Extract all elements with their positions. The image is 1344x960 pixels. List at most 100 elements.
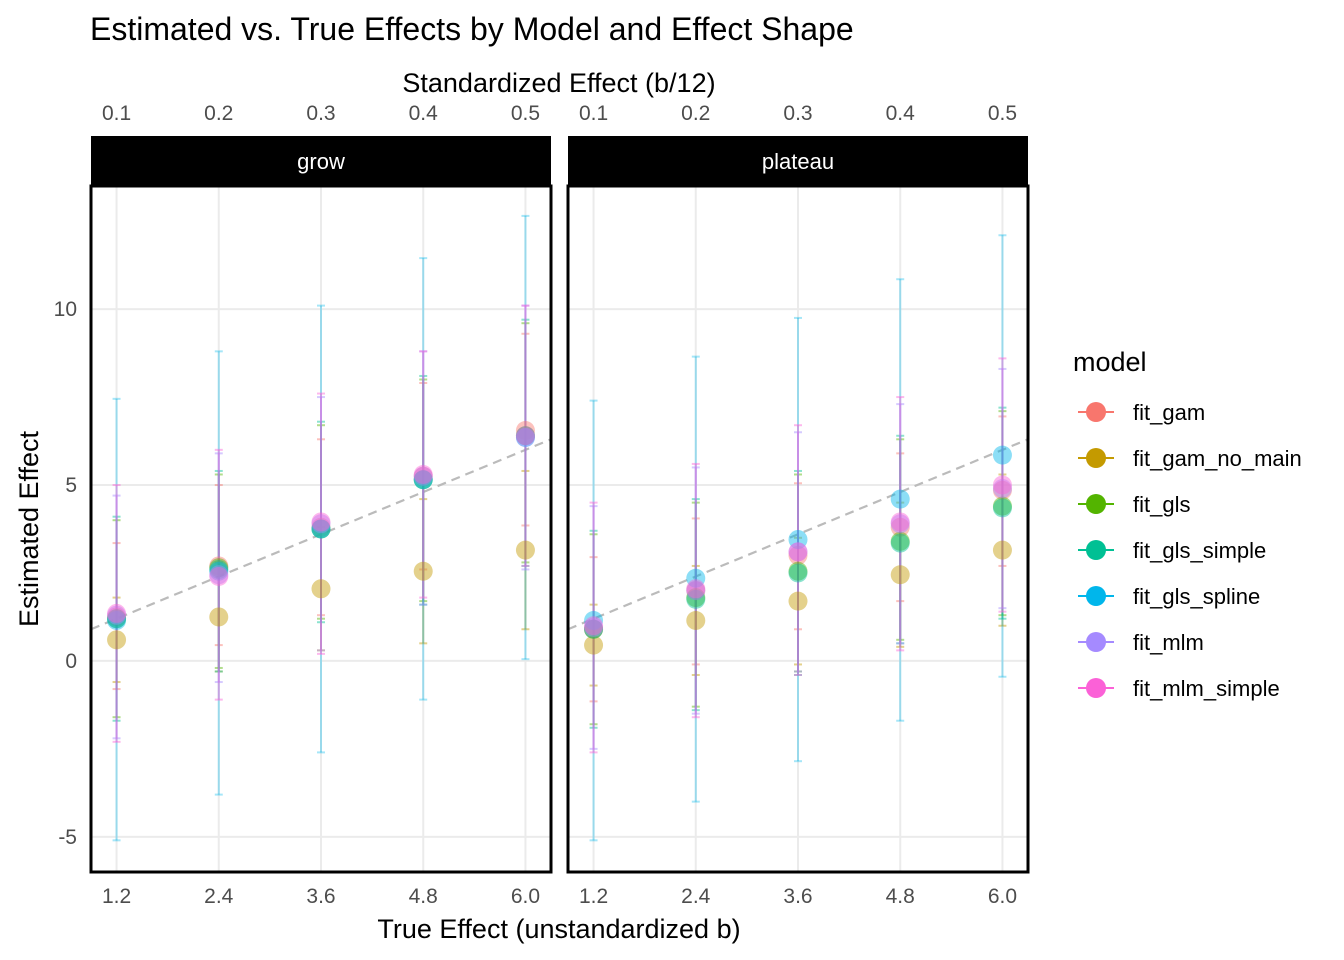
point-fit_gls_simple [788,563,808,583]
point-fit_mlm [515,428,535,448]
point-fit_gls_simple [584,619,604,639]
point-fit_gls_simple [413,470,433,490]
panel-grow: grow 1.2 2.4 3.6 4.8 6.0 0.1 0.2 0.3 0.4 0.5 [89,102,553,908]
legend-label: fit_gls_simple [1133,538,1266,563]
point-fit_gam_no_main [788,591,808,611]
identity-reference-line [568,438,1028,631]
point-fit_mlm [107,605,127,625]
point-fit_gls [890,531,910,551]
points [107,420,535,650]
point-fit_gls_simple [107,609,127,629]
point-fit_mlm [584,618,604,638]
x-tick-label: 2.4 [204,885,234,908]
x2-tick-label: 0.5 [988,102,1017,125]
point-fit_mlm_simple [515,426,535,446]
point-fit_gls_spline [413,470,433,490]
point-fit_gls_simple [890,533,910,553]
point-fit_gam [515,420,535,440]
grid-lines [91,186,551,872]
top-axis-title: Standardized Effect (b/12) [402,68,715,98]
x-tick-label: 3.6 [783,885,812,908]
point-fit_gam_no_main [686,610,706,630]
point-fit_gam [686,581,706,601]
point-fit_mlm [788,542,808,562]
point-fit_gls_simple [515,426,535,446]
point-fit_gam [107,607,127,627]
point-fit_mlm [311,514,331,534]
point-fit_gam_no_main [515,540,535,560]
y-axis-title: Estimated Effect [14,430,44,627]
point-fit_gam_no_main [311,579,331,599]
point-fit_gls_spline [584,610,604,630]
point-fit_gls_spline [788,530,808,550]
point-fit_gam [788,545,808,565]
x-tick-label: 3.6 [306,885,335,908]
point-fit_gls_spline [107,610,127,630]
point-fit_gam [209,556,229,576]
point-fit_mlm [992,479,1012,499]
error-bars [112,214,530,842]
legend-key-point [1086,678,1106,698]
legend-key-point [1086,402,1106,422]
point-fit_mlm_simple [788,542,808,562]
x2-tick-label: 0.2 [204,102,233,125]
legend-item-fit_gam_no_main: fit_gam_no_main [1078,446,1302,471]
points [584,445,1012,655]
point-fit_gls_spline [515,428,535,448]
point-fit_gls [788,561,808,581]
y-tick-label: -5 [58,826,77,849]
point-fit_gls [107,609,127,629]
x2-tick-label: 0.4 [886,102,916,125]
point-fit_gam_no_main [584,635,604,655]
point-fit_gls [584,619,604,639]
point-fit_mlm_simple [686,579,706,599]
y-ticks: -5 0 5 10 [54,298,77,849]
strip-label: grow [297,149,345,174]
x2-tick-label: 0.3 [783,102,812,125]
point-fit_gls_simple [209,559,229,579]
point-fit_mlm_simple [890,512,910,532]
point-fit_mlm_simple [209,566,229,586]
point-fit_mlm_simple [107,603,127,623]
point-fit_gls_spline [686,568,706,588]
x-tick-label: 4.8 [886,885,915,908]
point-fit_gls_simple [311,519,331,539]
point-fit_gls_spline [311,519,331,539]
point-fit_gam_no_main [209,607,229,627]
y-tick-label: 0 [65,650,77,673]
x-tick-label: 1.2 [102,885,131,908]
point-fit_mlm_simple [311,512,331,532]
point-fit_gls_simple [686,589,706,609]
x-tick-label: 4.8 [409,885,438,908]
point-fit_mlm [413,466,433,486]
point-fit_gls [686,588,706,608]
point-fit_gam [992,480,1012,500]
legend-item-fit_mlm_simple: fit_mlm_simple [1078,676,1280,701]
legend-key-point [1086,586,1106,606]
x2-tick-label: 0.4 [409,102,439,125]
point-fit_gls [992,496,1012,516]
legend-key-point [1086,448,1106,468]
x2-tick-label: 0.3 [306,102,335,125]
point-fit_gls_simple [992,498,1012,518]
point-fit_mlm_simple [992,475,1012,495]
point-fit_gls_spline [890,489,910,509]
legend-item-fit_gls_spline: fit_gls_spline [1078,584,1260,609]
x2-tick-label: 0.1 [102,102,131,125]
point-fit_gam [413,466,433,486]
legend-label: fit_gls_spline [1133,584,1260,609]
point-fit_gls_spline [209,561,229,581]
point-fit_gls_spline [992,445,1012,465]
point-fit_gam_no_main [413,561,433,581]
legend-key-point [1086,494,1106,514]
legend-item-fit_mlm: fit_mlm [1078,630,1204,655]
legend-title: model [1073,347,1147,377]
legend-key-point [1086,540,1106,560]
legend: model fit_gam fit_gam_no_main fit_gls fit_gl… [1073,347,1302,701]
strip-background [91,136,551,186]
x-axis-title: True Effect (unstandardized b) [377,914,740,944]
point-fit_gls [413,470,433,490]
legend-key-point [1086,632,1106,652]
x-tick-label: 6.0 [988,885,1017,908]
